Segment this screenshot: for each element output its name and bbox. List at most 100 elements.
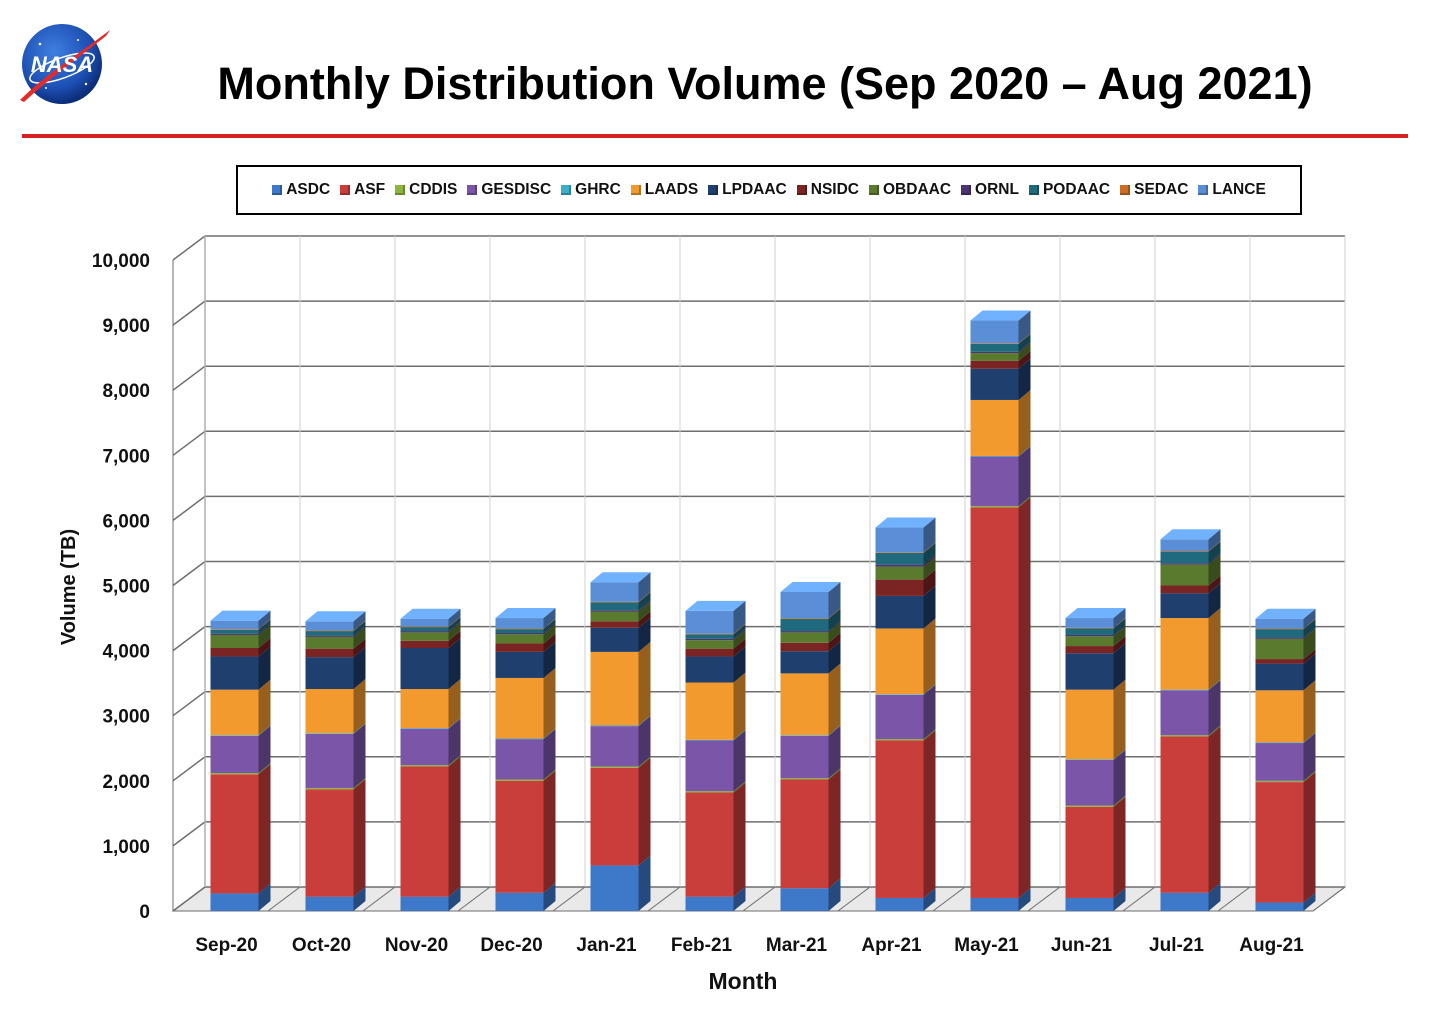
- bar-segment-asdc: [495, 892, 544, 911]
- bar-segment-side: [638, 591, 651, 603]
- bar-segment-lance: [210, 620, 259, 630]
- legend-label: PODAAC: [1042, 181, 1111, 198]
- x-tick-label: Feb-21: [671, 935, 733, 956]
- x-tick-label: Aug-21: [1239, 935, 1304, 956]
- bar-segment-side: [1113, 618, 1126, 635]
- bar-segment-side: [1208, 608, 1221, 690]
- bar-segment-lpdaac: [1160, 593, 1209, 619]
- bar-segment-side: [353, 777, 366, 790]
- bar-segment-side: [923, 887, 936, 911]
- bar-segment-side: [733, 672, 746, 740]
- legend-swatch: [1028, 185, 1039, 195]
- bar-segment-asf: [780, 779, 829, 889]
- bar-segment-side: [1303, 649, 1316, 664]
- bar-segment-asf: [1065, 806, 1114, 898]
- x-tick-label: Oct-20: [292, 935, 351, 956]
- bar-segment-podaac: [780, 618, 829, 632]
- x-tick-label: Sep-20: [195, 935, 257, 956]
- legend-label: LANCE: [1212, 181, 1266, 198]
- bar-segment-side: [1018, 358, 1031, 400]
- y-tick-label: 3,000: [102, 707, 150, 728]
- bar-segment-lpdaac: [685, 656, 734, 683]
- bar-segment-lance: [685, 610, 734, 634]
- gridline-side: [172, 300, 206, 326]
- bar-segment-sedac: [400, 626, 449, 628]
- bar-segment-asf: [495, 780, 544, 893]
- bar-segment-sedac: [1065, 627, 1114, 629]
- bar-segment-side: [258, 764, 271, 894]
- bar-segment-side: [1018, 333, 1031, 352]
- bar-top-face: [590, 572, 651, 583]
- nasa-logo: NASA: [20, 24, 110, 104]
- bar-segment-nsidc: [1065, 646, 1114, 654]
- bar-segment-side: [448, 608, 461, 627]
- bar-segment-nsidc: [210, 647, 259, 657]
- bar-segment-nsidc: [495, 643, 544, 652]
- bar-stack-jun-21: [1065, 608, 1126, 911]
- bar-segment-laads: [780, 673, 829, 736]
- bar-segment-ornl: [590, 610, 639, 612]
- legend-label: ASF: [354, 181, 386, 198]
- floor-division: [552, 886, 586, 912]
- y-tick-label: 10,000: [92, 251, 150, 272]
- bar-segment-obdaac: [685, 640, 734, 649]
- bar-segment-obdaac: [970, 353, 1019, 361]
- bar-segment-side: [1113, 643, 1126, 690]
- bar-segment-side: [733, 638, 746, 657]
- bar-segment-ghrc: [1160, 689, 1209, 691]
- bar-segment-side: [733, 630, 746, 649]
- bar-segment-laads: [495, 677, 544, 739]
- bar-segment-cddis: [970, 506, 1019, 508]
- bar-segment-side: [828, 725, 841, 779]
- bar-segment-ghrc: [400, 728, 449, 729]
- legend-swatch: [1120, 185, 1131, 195]
- bar-segment-sedac: [495, 628, 544, 630]
- bar-segment-asf: [970, 507, 1019, 898]
- bar-segment-gesdisc: [1160, 690, 1209, 736]
- legend-item-asdc: ASDC: [272, 181, 330, 199]
- bar-segment-asdc: [1160, 892, 1209, 911]
- legend-swatch: [708, 185, 719, 195]
- legend-label: GHRC: [575, 181, 621, 198]
- bar-segment-side: [1208, 529, 1221, 551]
- bar-segment-podaac: [210, 629, 259, 634]
- bar-segment-side: [1113, 795, 1126, 807]
- bar-segment-gesdisc: [875, 694, 924, 740]
- y-tick-label: 0: [139, 902, 150, 923]
- bar-segment-side: [353, 723, 366, 788]
- bar-segment-side: [733, 623, 746, 635]
- bar-segment-side: [543, 882, 556, 911]
- bar-segment-side: [1018, 343, 1031, 361]
- bar-segment-side: [923, 554, 936, 567]
- bar-segment-side: [1303, 892, 1316, 911]
- floor-division: [1312, 886, 1346, 912]
- legend-swatch: [467, 185, 478, 195]
- bar-segment-laads: [210, 689, 259, 736]
- bar-segment-side: [1113, 749, 1126, 806]
- bar-segment-side: [353, 626, 366, 649]
- bar-segment-laads: [875, 628, 924, 695]
- bar-segment-side: [258, 725, 271, 736]
- bar-segment-ornl: [1065, 634, 1114, 637]
- bar-segment-side: [353, 779, 366, 897]
- x-axis-title: Month: [709, 968, 778, 994]
- bar-segment-side: [1208, 540, 1221, 552]
- legend-label: OBDAAC: [883, 181, 952, 198]
- bar-segment-asdc: [590, 865, 639, 911]
- bar-segment-sedac: [1160, 550, 1209, 552]
- bar-segment-laads: [590, 651, 639, 726]
- bar-segment-sedac: [210, 629, 259, 630]
- bar-top-face: [875, 517, 936, 528]
- bar-segment-podaac: [495, 629, 544, 634]
- bar-segment-lance: [780, 592, 829, 619]
- bar-segment-podaac: [875, 552, 924, 565]
- bar-segment-side: [638, 641, 651, 726]
- y-tick-label: 2,000: [102, 772, 150, 793]
- bar-segment-side: [1208, 554, 1221, 586]
- bar-segment-side: [923, 684, 936, 695]
- bar-segment-side: [1018, 333, 1031, 344]
- bar-segment-side: [1113, 679, 1126, 760]
- legend-item-cddis: CDDIS: [395, 181, 457, 199]
- bar-segment-side: [448, 755, 461, 767]
- bar-segment-side: [448, 616, 461, 628]
